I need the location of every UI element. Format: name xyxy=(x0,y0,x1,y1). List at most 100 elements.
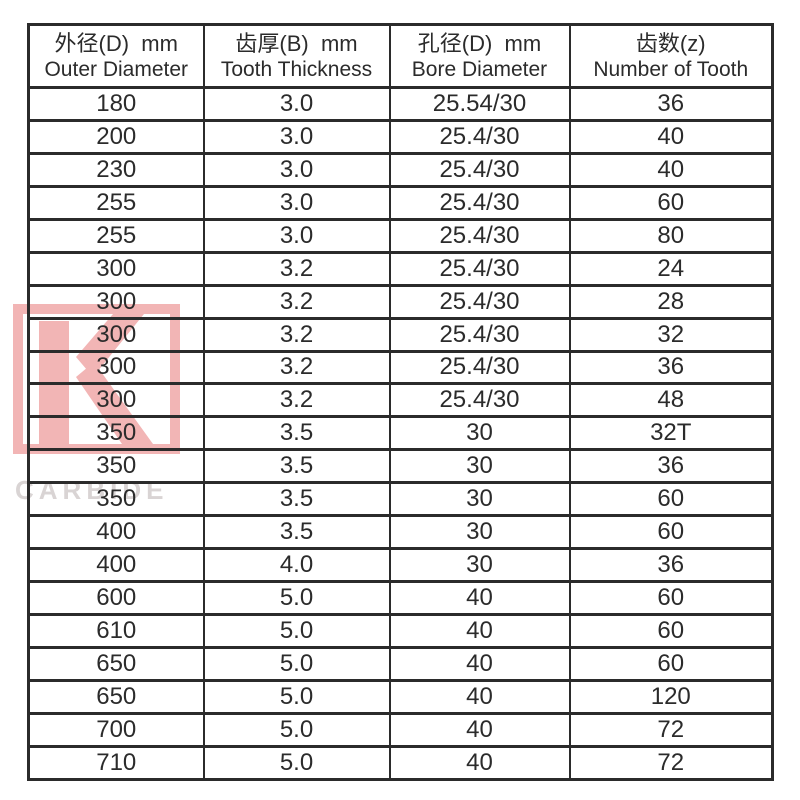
col-header-outer-diameter-zh: 外径(D) mm xyxy=(54,31,178,57)
col-header-bore-diameter: 孔径(D) mm Bore Diameter xyxy=(388,23,571,89)
col-header-number-of-tooth: 齿数(z) Number of Tooth xyxy=(568,23,774,89)
table-cell: 255 xyxy=(27,217,205,254)
table-row: 650 5.0 40 60 xyxy=(27,645,774,682)
table-cell: 300 xyxy=(27,349,205,386)
col-header-outer-diameter: 外径(D) mm Outer Diameter xyxy=(27,23,205,89)
table-cell: 36 xyxy=(568,448,774,485)
table-cell: 350 xyxy=(27,415,205,452)
table-cell: 36 xyxy=(568,349,774,386)
table-cell: 25.4/30 xyxy=(388,217,571,254)
table-row: 350 3.5 30 32T xyxy=(27,415,774,452)
table-row: 350 3.5 30 60 xyxy=(27,481,774,518)
table-cell: 36 xyxy=(568,86,774,122)
table-cell: 40 xyxy=(388,678,571,715)
table-row: 180 3.0 25.54/30 36 xyxy=(27,86,774,122)
col-header-number-of-tooth-zh: 齿数(z) xyxy=(635,31,706,57)
table-cell: 400 xyxy=(27,514,205,551)
table-cell: 40 xyxy=(388,744,571,782)
table-cell: 3.5 xyxy=(202,448,391,485)
table-cell: 40 xyxy=(568,151,774,188)
table-cell: 3.5 xyxy=(202,415,391,452)
table-row: 610 5.0 40 60 xyxy=(27,613,774,649)
spec-table: 外径(D) mm Outer Diameter 齿厚(B) mm Tooth T… xyxy=(27,23,774,782)
table-cell: 25.4/30 xyxy=(388,316,571,353)
table-row: 400 3.5 30 60 xyxy=(27,514,774,551)
table-cell: 350 xyxy=(27,448,205,485)
table-cell: 5.0 xyxy=(202,711,391,748)
table-cell: 650 xyxy=(27,645,205,682)
table-cell: 28 xyxy=(568,283,774,320)
table-cell: 25.4/30 xyxy=(388,283,571,320)
table-cell: 3.2 xyxy=(202,250,391,287)
table-cell: 400 xyxy=(27,547,205,584)
col-header-tooth-thickness-zh: 齿厚(B) mm xyxy=(235,31,358,57)
table-cell: 25.4/30 xyxy=(388,151,571,188)
table-cell: 32T xyxy=(568,415,774,452)
table-cell: 600 xyxy=(27,580,205,616)
table-cell: 30 xyxy=(388,547,571,584)
table-row: 650 5.0 40 120 xyxy=(27,678,774,715)
table-row: 255 3.0 25.4/30 60 xyxy=(27,184,774,221)
table-cell: 3.0 xyxy=(202,151,391,188)
table-row: 700 5.0 40 72 xyxy=(27,711,774,748)
table-cell: 25.54/30 xyxy=(388,86,571,122)
table-cell: 255 xyxy=(27,184,205,221)
table-cell: 610 xyxy=(27,613,205,649)
table-row: 200 3.0 25.4/30 40 xyxy=(27,118,774,155)
table-cell: 300 xyxy=(27,250,205,287)
table-cell: 3.0 xyxy=(202,217,391,254)
table-cell: 4.0 xyxy=(202,547,391,584)
table-cell: 5.0 xyxy=(202,613,391,649)
table-cell: 60 xyxy=(568,184,774,221)
header-row: 外径(D) mm Outer Diameter 齿厚(B) mm Tooth T… xyxy=(27,23,774,89)
table-cell: 300 xyxy=(27,316,205,353)
table-cell: 25.4/30 xyxy=(388,184,571,221)
table-cell: 350 xyxy=(27,481,205,518)
table-cell: 30 xyxy=(388,481,571,518)
table-row: 300 3.2 25.4/30 36 xyxy=(27,349,774,386)
col-header-bore-diameter-en: Bore Diameter xyxy=(411,57,548,81)
table-cell: 3.2 xyxy=(202,316,391,353)
table-row: 300 3.2 25.4/30 32 xyxy=(27,316,774,353)
table-cell: 30 xyxy=(388,415,571,452)
table-cell: 40 xyxy=(388,711,571,748)
table-cell: 40 xyxy=(388,613,571,649)
table-row: 300 3.2 25.4/30 28 xyxy=(27,283,774,320)
table-row: 300 3.2 25.4/30 24 xyxy=(27,250,774,287)
table-cell: 700 xyxy=(27,711,205,748)
col-header-tooth-thickness: 齿厚(B) mm Tooth Thickness xyxy=(202,23,391,89)
col-header-bore-diameter-zh: 孔径(D) mm xyxy=(417,31,542,57)
table-row: 400 4.0 30 36 xyxy=(27,547,774,584)
table-cell: 5.0 xyxy=(202,645,391,682)
table-cell: 300 xyxy=(27,283,205,320)
table-cell: 30 xyxy=(388,448,571,485)
table-cell: 30 xyxy=(388,514,571,551)
spec-table-body: 180 3.0 25.54/30 36 200 3.0 25.4/30 40 230 3.0 25.… xyxy=(27,86,774,782)
table-cell: 40 xyxy=(388,645,571,682)
col-header-number-of-tooth-en: Number of Tooth xyxy=(593,57,749,81)
table-cell: 3.0 xyxy=(202,184,391,221)
table-cell: 200 xyxy=(27,118,205,155)
table-cell: 60 xyxy=(568,481,774,518)
table-cell: 3.2 xyxy=(202,382,391,419)
table-cell: 24 xyxy=(568,250,774,287)
table-cell: 25.4/30 xyxy=(388,118,571,155)
table-cell: 300 xyxy=(27,382,205,419)
table-cell: 60 xyxy=(568,580,774,616)
table-cell: 3.2 xyxy=(202,283,391,320)
table-cell: 25.4/30 xyxy=(388,349,571,386)
table-row: 350 3.5 30 36 xyxy=(27,448,774,485)
table-cell: 25.4/30 xyxy=(388,250,571,287)
col-header-outer-diameter-en: Outer Diameter xyxy=(44,57,189,81)
table-cell: 60 xyxy=(568,645,774,682)
table-cell: 40 xyxy=(388,580,571,616)
table-cell: 5.0 xyxy=(202,678,391,715)
table-cell: 3.0 xyxy=(202,86,391,122)
table-cell: 3.5 xyxy=(202,481,391,518)
table-cell: 60 xyxy=(568,613,774,649)
table-cell: 3.5 xyxy=(202,514,391,551)
table-cell: 72 xyxy=(568,744,774,782)
table-cell: 650 xyxy=(27,678,205,715)
table-cell: 60 xyxy=(568,514,774,551)
